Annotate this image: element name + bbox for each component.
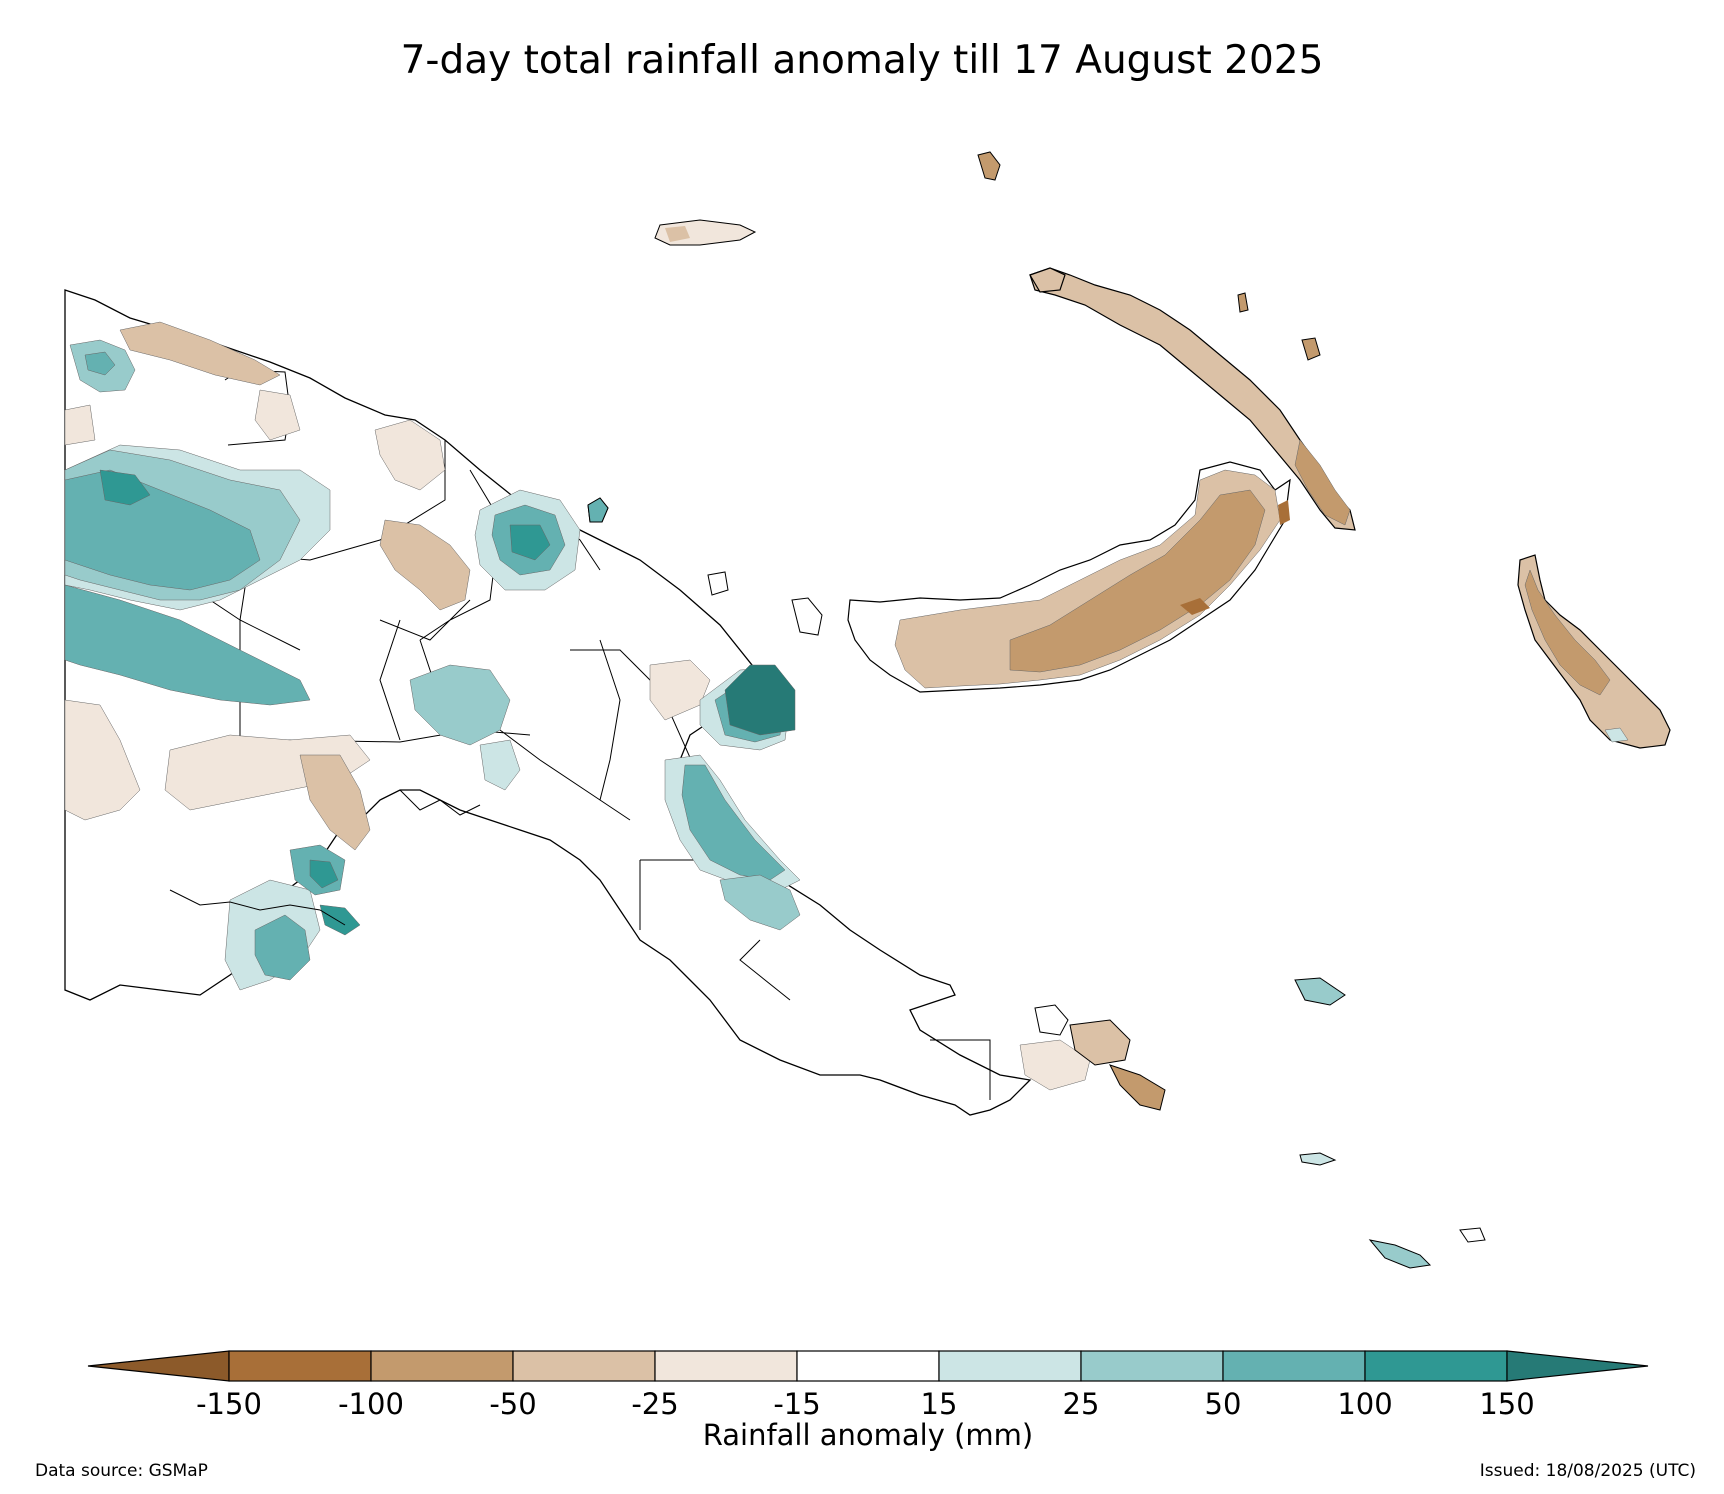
colorbar	[87, 1350, 1649, 1382]
colorbar-bin-9	[1364, 1350, 1508, 1382]
north-coast-dry	[119, 321, 281, 386]
misima-island	[1459, 1227, 1486, 1243]
tick-label: -15	[773, 1387, 820, 1421]
fly-delta-wet	[254, 914, 311, 981]
new-ireland-outline	[1029, 267, 1356, 531]
mainland	[64, 289, 1032, 1116]
colorbar-ticks: -150 -100 -50 -25 -15 15 25 50 100 150 R…	[196, 1387, 1535, 1452]
tick-label: -25	[631, 1387, 678, 1421]
west-lowlands-wettest	[64, 584, 311, 706]
colorbar-bin-1	[228, 1350, 372, 1382]
northwest-wet-core	[84, 351, 116, 376]
dentrecasteaux-north	[1034, 1004, 1069, 1036]
colorbar-bin-8	[1222, 1350, 1366, 1382]
colorbar-over	[1506, 1350, 1649, 1382]
rossel-island	[1368, 1239, 1432, 1269]
southwest-dry	[64, 699, 141, 821]
woodlark-island	[1299, 1152, 1337, 1166]
new-hanover	[1029, 267, 1066, 293]
colorbar-bin-3	[512, 1350, 656, 1382]
bougainville-south-light-wet	[1604, 727, 1629, 743]
new-britain	[847, 461, 1291, 693]
small-islands	[587, 151, 1486, 1269]
north-coast-light-dry-2	[254, 389, 301, 441]
new-britain-dry-core	[1180, 598, 1210, 615]
tick-label: 15	[921, 1387, 958, 1421]
tick-label: 50	[1205, 1387, 1242, 1421]
milne-bay-light-dry	[1019, 1039, 1091, 1091]
mainland-anomalies	[64, 321, 1091, 1091]
southwest-dry-3	[299, 754, 371, 851]
new-britain-dry	[1009, 489, 1266, 673]
tabar-island	[1237, 292, 1249, 313]
colorbar-bin-4	[654, 1350, 798, 1382]
data-source: Data source: GSMaP	[35, 1461, 208, 1481]
fly-delta-core-2	[319, 904, 361, 936]
tick-label: -100	[338, 1387, 404, 1421]
fly-delta-core	[309, 859, 339, 889]
tick-label: -150	[196, 1387, 262, 1421]
colorbar-bin-2	[370, 1350, 514, 1382]
normanby-island	[1109, 1064, 1166, 1111]
bougainville-dry	[1524, 569, 1611, 696]
highlands-wet	[409, 664, 511, 746]
colorbar-label: Rainfall anomaly (mm)	[703, 1418, 1034, 1452]
highlands-light-wet	[479, 739, 521, 791]
siassi-island	[791, 597, 823, 636]
issued-date: Issued: 18/08/2025 (UTC)	[1479, 1461, 1696, 1481]
central-light-dry	[374, 419, 446, 491]
new-britain-light-dry	[894, 469, 1281, 689]
north-coast-light-dry	[64, 404, 96, 446]
morobe-south-wet	[719, 874, 801, 931]
fergusson-island	[1069, 1019, 1131, 1066]
colorbar-bin-5	[796, 1350, 940, 1382]
new-ireland	[1029, 267, 1356, 531]
huon-core	[724, 664, 796, 736]
west-core-wet	[99, 469, 151, 506]
colorbar-bin-6	[938, 1350, 1082, 1382]
mussau-island	[977, 151, 1001, 181]
madang-core	[509, 524, 551, 561]
manus-west-dry	[665, 226, 690, 242]
colorbar-under	[87, 1350, 230, 1382]
tick-label: 25	[1063, 1387, 1100, 1421]
bougainville	[1517, 554, 1671, 749]
mainland-outline	[64, 289, 1032, 1116]
central-dry	[379, 519, 471, 611]
new-ireland-dry	[1294, 439, 1351, 526]
lihir-island	[1301, 337, 1321, 361]
colorbar-bin-7	[1080, 1350, 1224, 1382]
bougainville-outline	[1517, 554, 1671, 749]
fly-river	[169, 789, 481, 926]
umboi-island	[707, 571, 729, 596]
tick-label: 100	[1337, 1387, 1392, 1421]
long-island	[587, 497, 609, 523]
tick-label: -50	[489, 1387, 536, 1421]
tick-label: 150	[1479, 1387, 1534, 1421]
new-britain-core-2	[1278, 500, 1290, 525]
map-title: 7-day total rainfall anomaly till 17 Aug…	[400, 38, 1324, 83]
trobriand-island	[1294, 977, 1346, 1006]
